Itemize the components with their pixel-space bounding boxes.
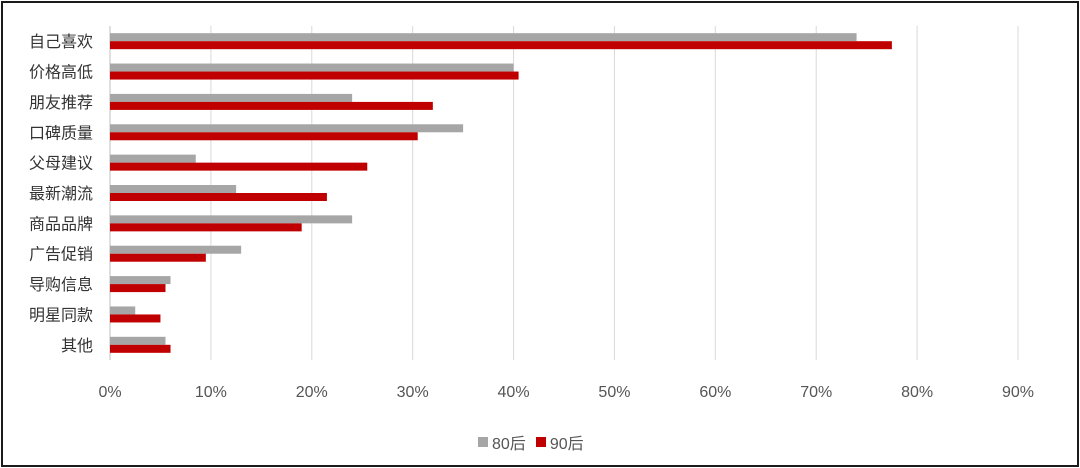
x-tick-label: 0% <box>98 384 121 401</box>
category-label: 商品品牌 <box>29 214 93 233</box>
bar-90-6 <box>110 223 302 232</box>
bar-80-10 <box>110 336 166 345</box>
x-tick-label: 40% <box>498 384 530 401</box>
x-tick-label: 30% <box>397 384 429 401</box>
bar-80-4 <box>110 154 196 163</box>
legend: 80后 90后 <box>478 430 594 454</box>
legend-swatch-90 <box>535 437 546 447</box>
bar-90-5 <box>110 193 327 201</box>
bar-90-10 <box>110 344 171 353</box>
category-label: 父母建议 <box>29 154 93 173</box>
category-label: 其他 <box>61 336 93 355</box>
category-label: 口碑质量 <box>29 123 93 142</box>
bar-80-6 <box>110 215 353 224</box>
x-tick-label: 20% <box>296 384 328 401</box>
bar-80-2 <box>110 93 353 102</box>
category-label: 明星同款 <box>29 305 93 324</box>
bar-90-7 <box>110 253 206 262</box>
bar-90-4 <box>110 162 368 171</box>
category-label: 导购信息 <box>29 275 93 294</box>
bar-90-9 <box>110 314 161 323</box>
x-tick-label: 70% <box>800 384 832 401</box>
bar-80-0 <box>110 33 857 42</box>
category-label: 朋友推荐 <box>29 93 93 112</box>
bar-80-5 <box>110 185 237 193</box>
bars <box>110 33 892 353</box>
category-label: 价格高低 <box>29 63 93 82</box>
bar-90-3 <box>110 132 418 141</box>
bar-90-2 <box>110 101 433 110</box>
bar-80-3 <box>110 124 464 133</box>
x-tick-label: 90% <box>1002 384 1034 401</box>
category-label: 自己喜欢 <box>29 32 93 51</box>
bar-90-8 <box>110 284 166 293</box>
legend-item-90: 90后 <box>535 430 584 454</box>
legend-item-80: 80后 <box>478 430 526 454</box>
category-labels: 自己喜欢价格高低朋友推荐口碑质量父母建议最新潮流商品品牌广告促销导购信息明星同款… <box>29 32 93 355</box>
bar-90-1 <box>110 71 519 80</box>
category-label: 最新潮流 <box>29 184 93 203</box>
bar-80-7 <box>110 245 242 254</box>
bar-80-8 <box>110 276 171 285</box>
legend-swatch-80 <box>478 437 488 447</box>
bar-90-0 <box>110 41 892 50</box>
x-tick-label: 50% <box>598 384 630 401</box>
legend-label-90: 90后 <box>549 436 584 453</box>
bar-80-9 <box>110 306 136 315</box>
x-tick-label: 80% <box>901 384 933 401</box>
x-tick-label: 10% <box>195 384 227 401</box>
x-tick-labels: 0% 10% 20% 30% 40% 50% 60% 70% 80% 90% <box>98 384 1034 401</box>
bar-80-1 <box>110 63 514 72</box>
category-label: 广告促销 <box>29 245 93 264</box>
x-tick-label: 60% <box>699 384 731 401</box>
legend-label-80: 80后 <box>492 436 526 453</box>
